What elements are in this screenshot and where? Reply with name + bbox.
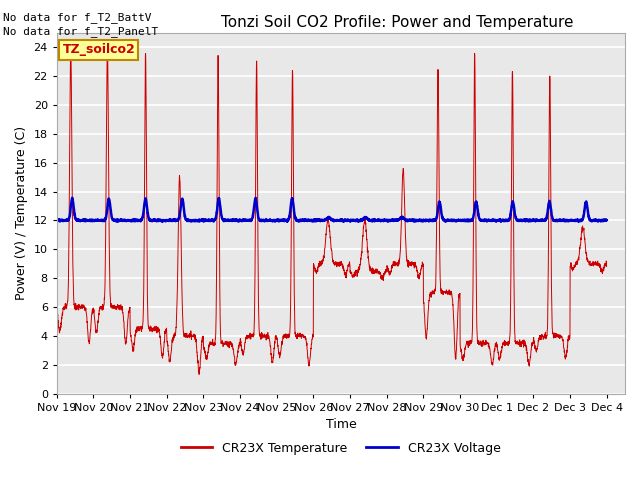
CR23X Voltage — [593, 217, 600, 223]
Text: No data for f_T2_PanelT: No data for f_T2_PanelT — [3, 26, 159, 37]
CR23X Voltage — [603, 217, 611, 223]
Legend: CR23X Temperature, CR23X Voltage: CR23X Temperature, CR23X Voltage — [176, 437, 506, 460]
Text: TZ_soilco2: TZ_soilco2 — [63, 43, 135, 56]
Line: CR23X Voltage: CR23X Voltage — [57, 198, 607, 222]
CR23X Temperature — [53, 309, 61, 315]
CR23X Temperature — [116, 305, 124, 311]
CR23X Temperature — [104, 42, 111, 48]
CR23X Voltage — [533, 217, 541, 223]
Line: CR23X Temperature: CR23X Temperature — [57, 45, 607, 374]
CR23X Temperature — [264, 333, 272, 338]
CR23X Voltage — [116, 218, 124, 224]
X-axis label: Time: Time — [326, 419, 356, 432]
CR23X Temperature — [148, 327, 156, 333]
CR23X Temperature — [533, 346, 541, 351]
CR23X Voltage — [288, 196, 296, 202]
CR23X Voltage — [53, 218, 61, 224]
CR23X Temperature — [603, 264, 611, 269]
CR23X Voltage — [264, 218, 271, 224]
CR23X Temperature — [593, 263, 600, 268]
CR23X Temperature — [288, 127, 296, 132]
Text: No data for f_T2_BattV: No data for f_T2_BattV — [3, 12, 152, 23]
CR23X Voltage — [68, 195, 76, 201]
Y-axis label: Power (V) / Temperature (C): Power (V) / Temperature (C) — [15, 126, 28, 300]
CR23X Temperature — [195, 372, 203, 377]
CR23X Voltage — [148, 218, 156, 224]
Title: Tonzi Soil CO2 Profile: Power and Temperature: Tonzi Soil CO2 Profile: Power and Temper… — [221, 15, 574, 30]
CR23X Voltage — [284, 219, 291, 225]
